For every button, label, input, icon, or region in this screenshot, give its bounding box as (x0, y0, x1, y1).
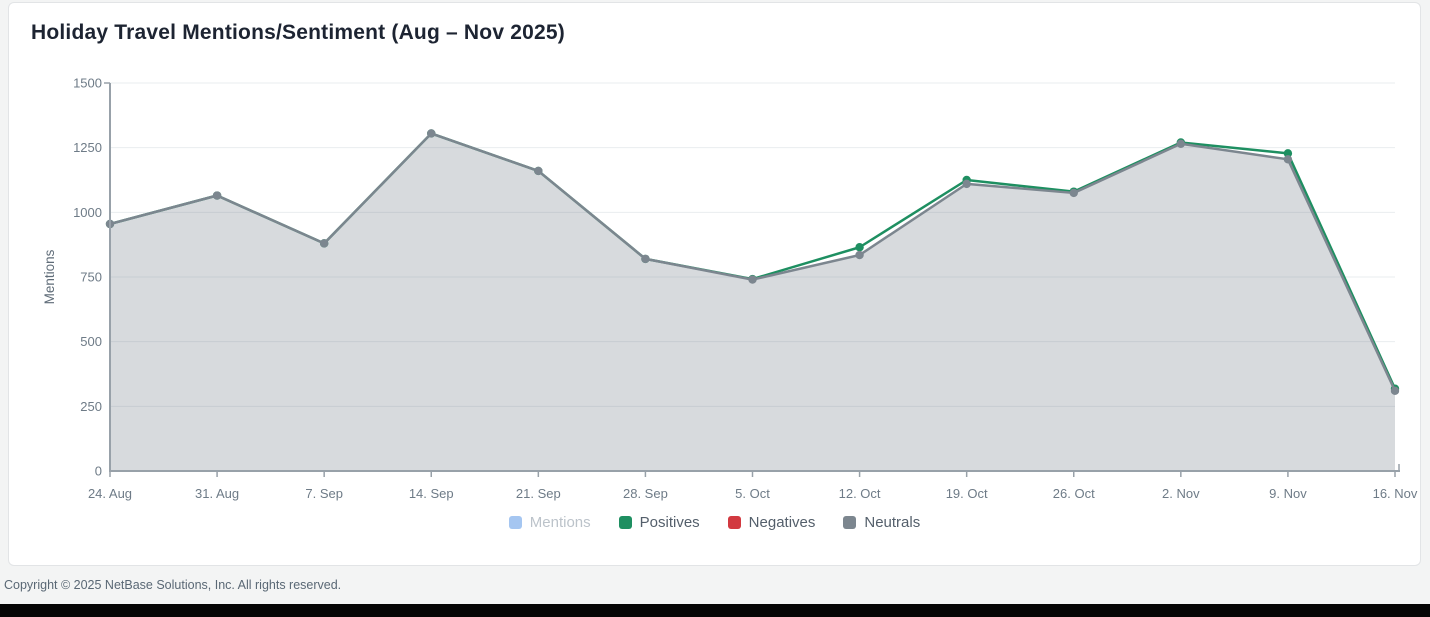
series-neutrals-marker (319, 239, 329, 248)
y-axis-tick-label: 1000 (73, 205, 102, 220)
series-neutrals-marker (748, 275, 757, 284)
chart-title: Holiday Travel Mentions/Sentiment (Aug –… (31, 21, 565, 44)
legend-marker-icon (508, 516, 522, 529)
legend-item-positives[interactable]: Positives (618, 514, 700, 531)
legend-item-neutrals[interactable]: Neutrals (843, 514, 920, 531)
legend-marker-icon (727, 516, 741, 529)
y-axis-tick-label: 0 (95, 464, 102, 479)
series-neutrals-marker (962, 179, 971, 189)
series-neutrals-marker (212, 191, 222, 200)
legend-label: Mentions (529, 514, 591, 531)
x-axis-tick-label: 7. Sep (305, 486, 343, 501)
chart-legend: Mentions Positives Negatives Neutrals (9, 514, 1420, 531)
legend-label: Negatives (748, 514, 816, 531)
y-axis-tick-label: 750 (80, 270, 102, 285)
chart-card: Holiday Travel Mentions/Sentiment (Aug –… (8, 2, 1421, 566)
series-neutrals-marker (641, 254, 650, 264)
footer: Copyright © 2025 NetBase Solutions, Inc.… (0, 566, 1430, 604)
series-neutrals-marker (1283, 155, 1293, 164)
y-axis-tick-label: 250 (80, 399, 102, 414)
series-neutrals-marker (1069, 188, 1078, 198)
x-axis-tick-label: 26. Oct (1053, 486, 1095, 501)
copyright-text: Copyright © 2025 NetBase Solutions, Inc.… (4, 578, 342, 592)
series-neutrals-marker (1390, 386, 1400, 396)
y-axis-title: Mentions (42, 249, 57, 304)
x-axis-tick-label: 24. Aug (88, 486, 132, 501)
series-neutrals-area (110, 133, 1395, 471)
legend-item-negatives[interactable]: Negatives (727, 514, 816, 531)
x-axis-tick-label: 16. Nov (1373, 486, 1418, 501)
x-axis-tick-label: 31. Aug (195, 486, 239, 501)
bottom-bar (0, 604, 1430, 617)
series-neutrals-marker (534, 166, 543, 176)
x-axis-tick-label: 14. Sep (409, 486, 454, 501)
x-axis-tick-label: 9. Nov (1269, 486, 1307, 501)
legend-marker-icon (618, 516, 632, 529)
series-neutrals-marker (427, 129, 436, 138)
series-neutrals-marker (855, 250, 864, 260)
series-positives-marker (855, 243, 864, 252)
y-axis-tick-label: 1500 (73, 76, 102, 91)
legend-label: Neutrals (864, 514, 921, 531)
x-axis-tick-label: 21. Sep (516, 486, 561, 501)
legend-marker-icon (843, 516, 857, 529)
x-axis-tick-label: 5. Oct (735, 486, 770, 501)
series-positives-marker (1283, 149, 1293, 158)
legend-item-mentions[interactable]: Mentions (508, 514, 591, 531)
chart-plot-area[interactable]: 0 250 500 750 1000 1250 1500 24. Aug 31. Aug 7. S… (9, 3, 1430, 567)
legend-label: Positives (639, 514, 700, 531)
x-axis-tick-label: 2. Nov (1162, 486, 1200, 501)
series-neutrals-marker (1176, 139, 1186, 148)
x-axis-tick-label: 28. Sep (623, 486, 668, 501)
y-axis-tick-label: 500 (80, 334, 102, 349)
x-axis-tick-label: 12. Oct (839, 486, 881, 501)
y-axis-tick-label: 1250 (73, 140, 102, 155)
x-axis-tick-label: 19. Oct (946, 486, 988, 501)
